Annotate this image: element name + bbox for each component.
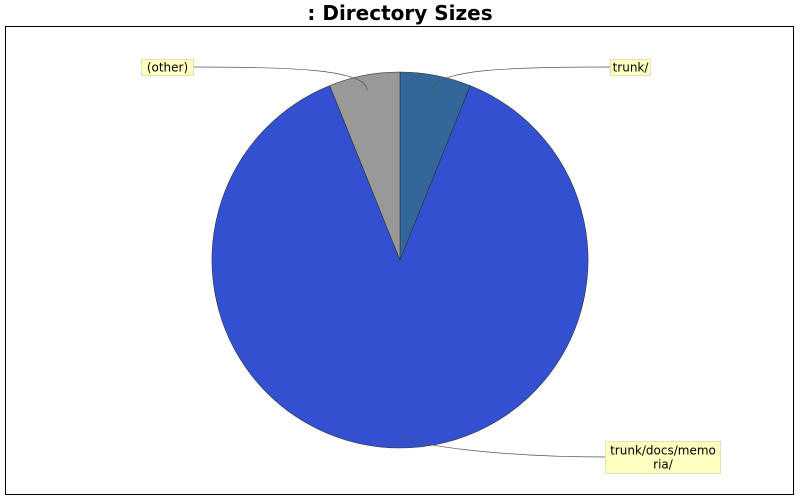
- chart-title: : Directory Sizes: [307, 1, 493, 25]
- label-connector: [432, 66, 611, 91]
- slice-label: trunk/docs/memo ria/: [610, 444, 716, 472]
- pie-slice: [211, 85, 589, 449]
- slice-labels: trunk/trunk/docs/memo ria/ (other): [141, 59, 721, 474]
- label-connectors: [192, 66, 611, 458]
- slice-label-box: [610, 59, 651, 76]
- slice-label-box: [605, 441, 721, 474]
- label-connector: [399, 432, 606, 458]
- slice-label-box: [141, 59, 194, 76]
- label-connector: [192, 66, 368, 91]
- slice-label: (other): [147, 61, 188, 75]
- pie-slice: [329, 71, 401, 261]
- slice-label: trunk/: [613, 61, 650, 75]
- pie-slices: [211, 71, 589, 449]
